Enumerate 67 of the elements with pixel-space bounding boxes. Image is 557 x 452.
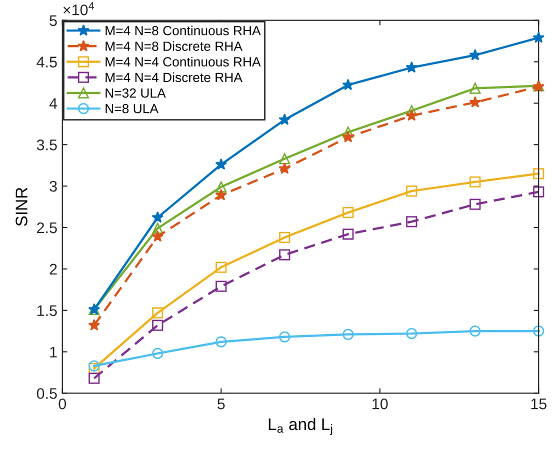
- legend-label: M=4 N=4 Discrete RHA: [106, 72, 242, 82]
- point: [470, 198, 481, 210]
- point: [152, 348, 164, 360]
- point: [532, 31, 545, 43]
- point: [406, 105, 418, 116]
- y-tick-label: 4.5: [36, 56, 57, 68]
- y-tick-label: 2.5: [37, 222, 57, 234]
- y-tick-label: 0.5: [36, 388, 57, 399]
- point: [216, 336, 227, 348]
- point: [406, 328, 418, 340]
- point: [278, 162, 291, 174]
- point: [342, 207, 354, 218]
- point: [533, 168, 544, 180]
- y-axis-title: SINR: [16, 188, 28, 226]
- point: [342, 328, 354, 340]
- point: [533, 186, 544, 198]
- point: [215, 188, 228, 200]
- point: [342, 130, 354, 142]
- legend-label: M=4 N=8 Discrete RHA: [106, 41, 242, 51]
- legend-label: M=4 N=8 Continuous RHA: [106, 26, 261, 36]
- legend-label: N=8 ULA: [106, 104, 158, 114]
- point: [342, 228, 354, 240]
- point: [469, 96, 482, 108]
- text: ×10$^{4}$: [63, 2, 94, 16]
- x-axis-title: L$_{a}$ and L$_{j}$: [268, 418, 332, 436]
- y-tick-label: 1.5: [37, 305, 57, 316]
- y-tick-label: 2: [50, 264, 57, 274]
- point: [406, 109, 418, 121]
- legend-label: M=4 N=4 Continuous RHA: [106, 56, 261, 67]
- legend-label: N=32 ULA: [106, 88, 166, 98]
- point: [278, 114, 291, 125]
- point: [533, 326, 544, 337]
- point: [470, 326, 481, 337]
- point: [152, 307, 164, 318]
- point: [152, 230, 164, 242]
- point: [406, 216, 418, 228]
- point: [88, 362, 100, 374]
- point: [152, 320, 164, 331]
- point: [470, 82, 481, 94]
- point: [152, 211, 164, 223]
- point: [88, 372, 100, 384]
- point: [342, 126, 354, 138]
- point: [406, 185, 418, 197]
- x-tick-label: 15: [531, 398, 546, 410]
- point: [406, 61, 418, 73]
- point: [216, 181, 227, 192]
- point: [216, 262, 227, 273]
- point: [279, 153, 290, 164]
- point: [342, 78, 354, 90]
- x-tick-label: 0: [58, 398, 66, 410]
- y-tick-label: 5: [50, 15, 57, 26]
- point: [279, 331, 290, 342]
- y-tick-label: 1: [50, 346, 57, 358]
- point: [152, 222, 164, 234]
- point: [88, 360, 100, 372]
- point: [279, 249, 290, 260]
- point: [215, 158, 228, 170]
- point: [279, 232, 290, 244]
- point: [88, 319, 100, 330]
- point: [216, 280, 227, 292]
- point: [470, 176, 481, 188]
- y-tick-label: 4: [49, 98, 58, 109]
- y-tick-label: 3: [50, 180, 57, 192]
- x-tick-label: 10: [372, 398, 388, 410]
- y-tick-label: 3.5: [36, 140, 57, 150]
- point: [469, 48, 482, 60]
- x-tick-label: 5: [217, 398, 225, 410]
